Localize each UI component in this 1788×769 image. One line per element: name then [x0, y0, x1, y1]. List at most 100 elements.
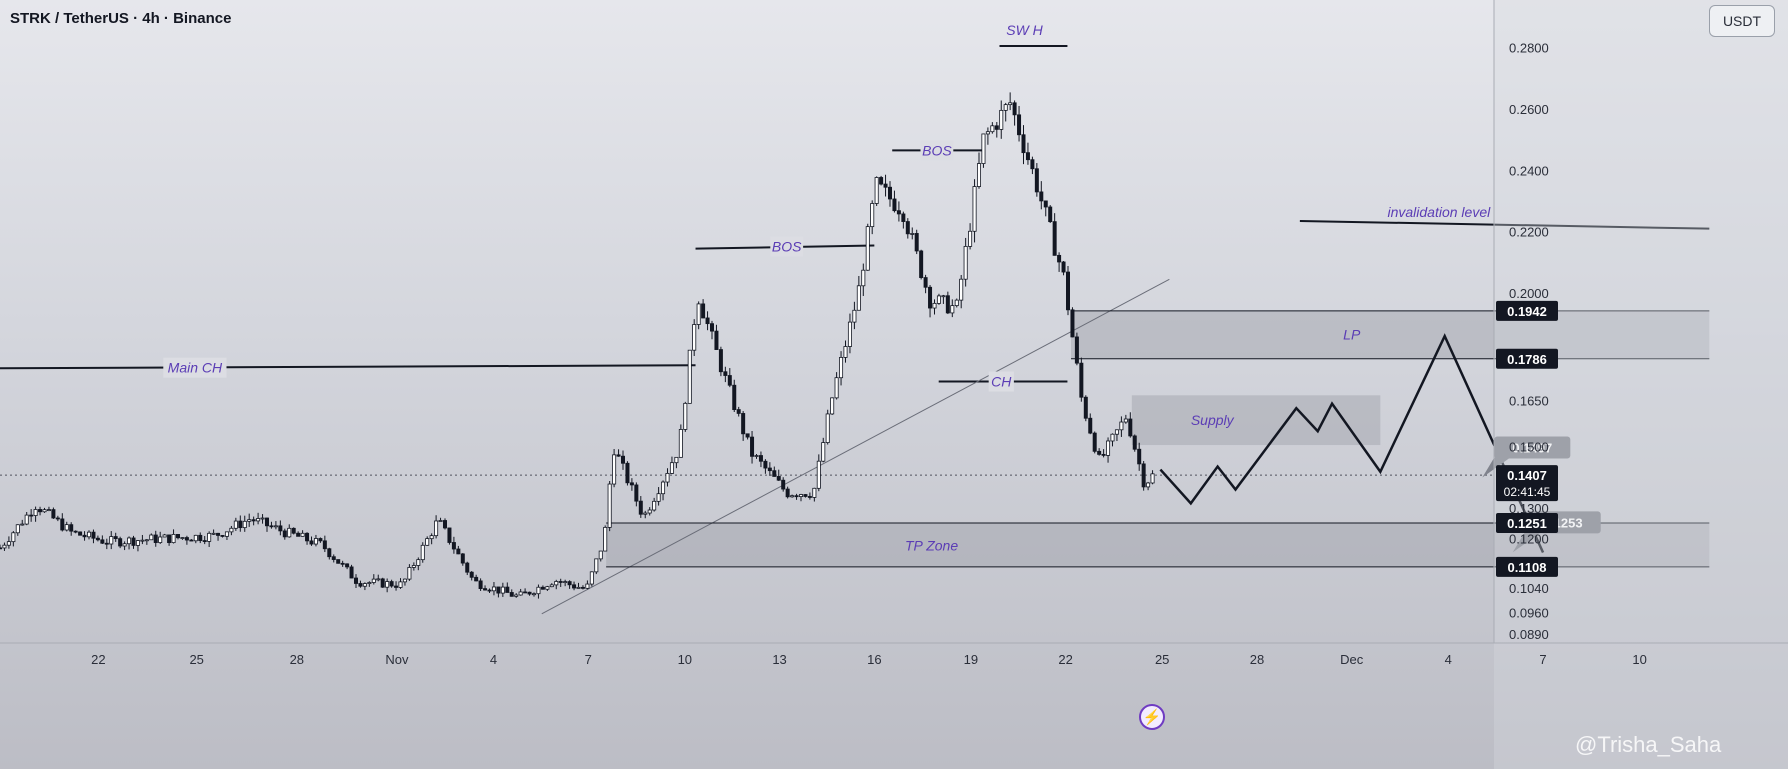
x-tick-label: 25 — [189, 652, 203, 667]
candle-body — [216, 532, 221, 536]
candle-body — [149, 534, 154, 541]
candle-body — [941, 295, 946, 298]
x-tick-label: Dec — [1340, 652, 1364, 667]
candle-body — [1128, 418, 1133, 437]
candle-body — [616, 454, 621, 457]
candle-body — [696, 303, 701, 325]
candle-body — [505, 586, 510, 593]
candle-body — [1137, 448, 1142, 465]
y-tick-label: 0.2800 — [1509, 41, 1549, 56]
candle-body — [500, 586, 505, 594]
candle-body — [327, 548, 332, 558]
candle-body — [322, 540, 327, 550]
candle-body — [11, 532, 16, 543]
candle-body — [87, 531, 92, 538]
candle-body — [474, 576, 479, 582]
candle-body — [496, 586, 501, 594]
x-tick-label: 4 — [490, 652, 497, 667]
candle-body — [669, 462, 674, 474]
candle-body — [189, 539, 194, 542]
x-tick-label: 7 — [585, 652, 592, 667]
callout-label: 0.1497 — [1512, 440, 1552, 455]
candle-body — [78, 531, 83, 536]
candle-body — [175, 534, 180, 539]
candle-body — [812, 487, 817, 498]
y-tick-label: 0.2600 — [1509, 102, 1549, 117]
candle-body — [692, 324, 697, 351]
candle-body — [736, 409, 741, 414]
candle-body — [852, 309, 857, 323]
supply-zone — [1131, 395, 1381, 446]
price-label: 0.1251 — [1507, 516, 1547, 531]
candle-body — [803, 494, 808, 497]
candle-body — [687, 349, 692, 404]
candle-body — [82, 534, 87, 538]
candle-body — [518, 591, 523, 596]
candle-body — [1092, 432, 1097, 452]
candle-body — [861, 269, 866, 287]
candle-body — [91, 531, 96, 539]
candle-body — [718, 349, 723, 373]
candle-body — [545, 586, 550, 590]
candle-body — [750, 436, 755, 457]
candle-body — [825, 413, 830, 443]
candle-body — [256, 518, 261, 522]
candle-body — [839, 357, 844, 379]
candle-body — [376, 578, 381, 581]
candle-body — [896, 210, 901, 215]
candle-body — [994, 125, 999, 130]
candle-body — [763, 460, 768, 469]
tp-zone-label: TP Zone — [905, 537, 958, 553]
candle-body — [883, 183, 888, 188]
candle-body — [465, 562, 470, 573]
candle-body — [936, 295, 941, 304]
candle-body — [772, 470, 777, 477]
y-tick-label: 0.2400 — [1509, 163, 1549, 178]
candle-body — [2, 544, 7, 549]
candle-body — [865, 226, 870, 271]
candle-body — [64, 524, 69, 531]
candle-body — [15, 524, 20, 534]
candle-body — [380, 578, 385, 588]
candle-body — [816, 460, 821, 489]
candle-body — [238, 520, 243, 529]
main-ch-label-bg — [163, 357, 227, 378]
candle-body — [20, 523, 25, 526]
candle-body — [207, 532, 212, 542]
price-label-bg — [1496, 300, 1558, 321]
currency-unit-button[interactable]: USDT — [1709, 5, 1775, 37]
candle-body — [678, 429, 683, 458]
candle-body — [118, 538, 123, 547]
candle-body — [447, 527, 452, 543]
candle-body — [652, 500, 657, 511]
candle-body — [153, 534, 158, 544]
candle-body — [705, 317, 710, 325]
candle-body — [340, 562, 345, 565]
y-tick-label: 0.2200 — [1509, 225, 1549, 240]
candle-body — [1132, 435, 1137, 450]
candle-body — [523, 591, 528, 594]
candle-body — [665, 473, 670, 483]
candle-body — [456, 548, 461, 555]
candle-body — [305, 532, 310, 542]
candle-body — [781, 479, 786, 490]
candle-body — [879, 177, 884, 185]
candle-body — [563, 581, 568, 583]
candle-body — [202, 540, 207, 542]
candle-body — [776, 476, 781, 481]
time-axis: 22 25 28 Nov 4 7 10 13 16 19 22 25 28 Dec 4 7 10 — [0, 642, 1788, 667]
candle-body — [629, 482, 634, 486]
candle-body — [580, 586, 585, 589]
candle-body — [460, 553, 465, 564]
projection-path — [1159, 333, 1545, 553]
lightning-icon[interactable]: ⚡ — [1139, 704, 1165, 730]
candle-body — [487, 589, 492, 592]
candle-body — [0, 547, 3, 550]
candle-body — [950, 305, 955, 314]
candle-body — [411, 565, 416, 568]
candle-body — [46, 509, 51, 511]
x-tick-label: 22 — [1058, 652, 1072, 667]
candle-body — [558, 581, 563, 583]
